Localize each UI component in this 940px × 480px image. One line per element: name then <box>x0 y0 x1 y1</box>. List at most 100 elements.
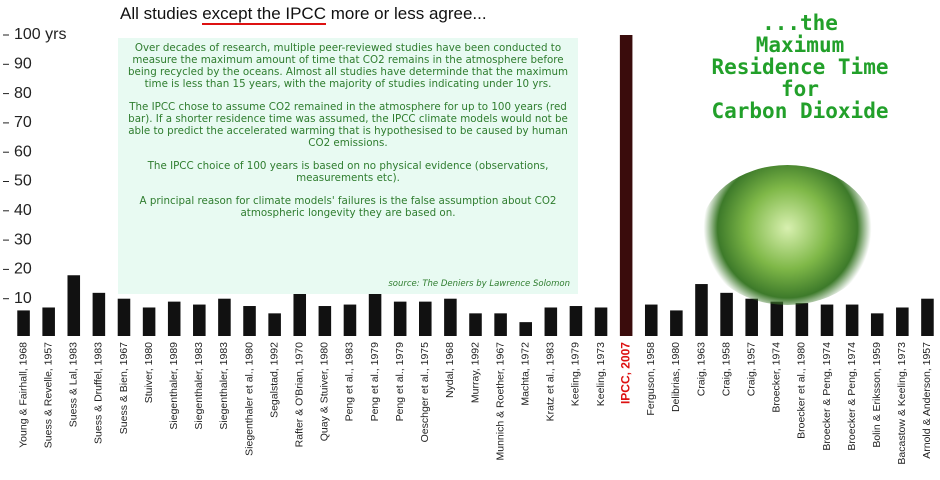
x-tick-label: Munnich & Roether, 1967 <box>494 342 506 461</box>
bar <box>570 306 583 336</box>
bar <box>645 305 658 336</box>
y-tick-label: 100 yrs <box>14 26 66 43</box>
x-tick-label: Keeling, 1973 <box>595 342 607 406</box>
x-tick-label: Rafter & O'Brian, 1970 <box>294 342 306 447</box>
x-tick-label: Broecker, 1974 <box>771 342 783 413</box>
x-tick-label: Siegenthaler, 1983 <box>218 342 230 430</box>
x-tick-label: Siegenthaler et al., 1980 <box>243 342 255 456</box>
x-tick-label: Craig, 1957 <box>745 342 757 396</box>
bar <box>344 305 357 336</box>
note-paragraph: The IPCC choice of 100 years is based on… <box>124 160 572 184</box>
bar <box>42 307 55 336</box>
x-tick-label: Kratz et al., 1983 <box>545 342 557 422</box>
y-tick-label: 60 <box>14 143 32 160</box>
bar <box>293 293 306 336</box>
x-tick-label: Peng et al., 1979 <box>394 342 406 422</box>
x-tick-label: Oeschger et al., 1975 <box>419 342 431 443</box>
x-tick-label: Suess & Revelle, 1957 <box>42 342 54 448</box>
bar <box>695 284 708 336</box>
bar <box>419 302 432 336</box>
side-title-line: Residence Time <box>660 56 940 78</box>
side-title-line: for <box>660 78 940 100</box>
bar <box>720 293 733 336</box>
bar <box>771 302 784 336</box>
side-title-line: Maximum <box>660 34 940 56</box>
bar <box>17 310 30 336</box>
bar <box>143 307 156 336</box>
title-part: All studies <box>120 4 202 23</box>
x-tick-label: Peng et al., 1979 <box>369 342 381 422</box>
title-part: more or less agree... <box>326 4 487 23</box>
x-tick-label: Bacastow & Keeling, 1973 <box>896 342 908 465</box>
x-tick-label: Delibrias, 1980 <box>670 342 682 412</box>
y-tick-label: 40 <box>14 202 32 219</box>
side-title-line: Carbon Dioxide <box>660 100 940 122</box>
bar <box>268 313 281 336</box>
bar <box>494 313 507 336</box>
title-part: except the IPCC <box>202 4 326 25</box>
bar <box>821 305 834 336</box>
note-box: Over decades of research, multiple peer-… <box>118 38 578 294</box>
bar <box>93 293 106 336</box>
bar <box>67 275 80 336</box>
bar <box>896 307 909 336</box>
bar <box>118 299 131 336</box>
bar <box>218 299 231 336</box>
page: 102030405060708090100 yrsYoung & Fairhal… <box>0 0 940 480</box>
x-tick-label: Keeling, 1979 <box>570 342 582 406</box>
x-tick-label: Young & Fairhall, 1968 <box>17 342 29 448</box>
bar <box>168 302 181 336</box>
x-tick-label: Nydal, 1968 <box>444 342 456 398</box>
bar <box>796 303 809 336</box>
x-tick-label: Broecker & Peng, 1974 <box>821 342 833 451</box>
x-tick-label: Siegenthaler, 1983 <box>193 342 205 430</box>
x-tick-label: Quay & Stuiver, 1980 <box>319 342 331 441</box>
bar <box>469 313 482 336</box>
x-tick-label: Stuiver, 1980 <box>143 342 155 403</box>
bar <box>871 313 884 336</box>
bar <box>394 302 407 336</box>
bar <box>319 306 332 336</box>
bar <box>369 290 382 336</box>
bar <box>670 310 683 336</box>
x-tick-label: Segalstad, 1992 <box>268 342 280 418</box>
bar <box>745 299 758 336</box>
bar <box>519 322 532 336</box>
side-title-line: ...the <box>660 12 940 34</box>
x-tick-label: Bolin & Eriksson, 1959 <box>871 342 883 448</box>
chart-title: All studies except the IPCC more or less… <box>120 4 487 24</box>
bar <box>444 299 457 336</box>
y-tick-label: 50 <box>14 173 32 190</box>
bar <box>193 305 206 336</box>
x-tick-label: Murray, 1992 <box>469 342 481 403</box>
x-tick-label: Craig, 1958 <box>720 342 732 396</box>
bar <box>595 307 608 336</box>
y-tick-label: 30 <box>14 231 32 248</box>
x-tick-label: IPCC, 2007 <box>618 342 632 404</box>
y-tick-label: 80 <box>14 85 32 102</box>
x-tick-label: Suess & Bien, 1967 <box>118 342 130 434</box>
note-paragraph: A principal reason for climate models' f… <box>124 195 572 219</box>
y-tick-label: 90 <box>14 56 32 73</box>
x-tick-label: Peng et al., 1983 <box>344 342 356 422</box>
x-tick-label: Siegenthaler, 1989 <box>168 342 180 430</box>
x-tick-label: Suess & Druffel, 1983 <box>93 342 105 444</box>
x-tick-label: Broecker & Peng, 1974 <box>846 342 858 451</box>
note-paragraph: The IPCC chose to assume CO2 remained in… <box>124 101 572 149</box>
plant-image <box>700 165 875 305</box>
x-tick-label: Arnold & Anderson, 1957 <box>921 342 933 459</box>
x-tick-label: Suess & Lal, 1983 <box>68 342 80 427</box>
x-tick-label: Ferguson, 1958 <box>645 342 657 416</box>
bar <box>921 299 934 336</box>
x-tick-label: Craig, 1963 <box>695 342 707 396</box>
bar <box>545 307 558 336</box>
note-paragraph: Over decades of research, multiple peer-… <box>124 42 572 90</box>
source: source: The Deniers by Lawrence Solomon <box>388 278 570 290</box>
bar <box>620 35 633 336</box>
x-tick-label: Broecker et al., 1980 <box>796 342 808 439</box>
y-tick-label: 70 <box>14 114 32 131</box>
x-tick-label: Machta, 1972 <box>519 342 531 406</box>
bar <box>846 305 859 336</box>
bar <box>243 306 256 336</box>
